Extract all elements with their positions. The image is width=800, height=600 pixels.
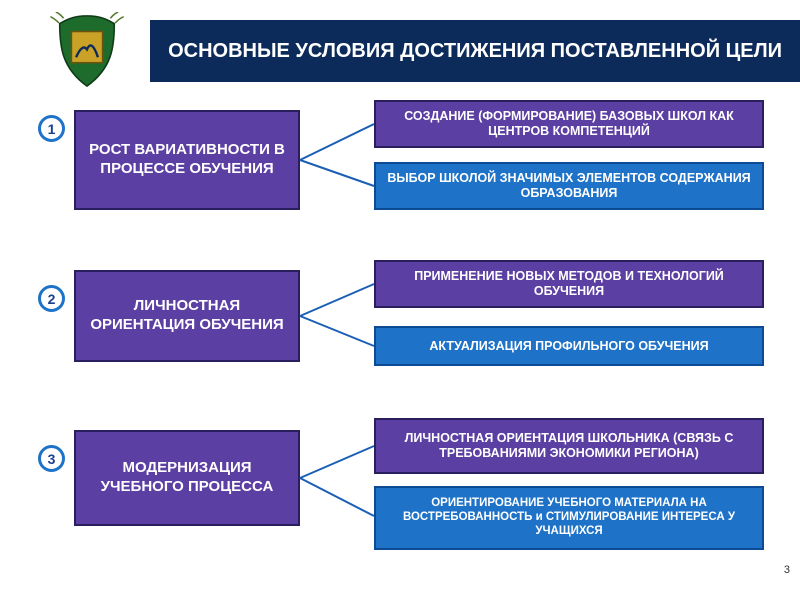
main-condition-box: МОДЕРНИЗАЦИЯ УЧЕБНОГО ПРОЦЕССА <box>74 430 300 526</box>
sub-box-b: ОРИЕНТИРОВАНИЕ УЧЕБНОГО МАТЕРИАЛА НА ВОС… <box>374 486 764 550</box>
sub-box-a: СОЗДАНИЕ (ФОРМИРОВАНИЕ) БАЗОВЫХ ШКОЛ КАК… <box>374 100 764 148</box>
page-number: 3 <box>784 564 790 576</box>
sub-box-a: ПРИМЕНЕНИЕ НОВЫХ МЕТОДОВ И ТЕХНОЛОГИЙ ОБ… <box>374 260 764 308</box>
row-number-badge: 1 <box>38 115 65 142</box>
page-title: ОСНОВНЫЕ УСЛОВИЯ ДОСТИЖЕНИЯ ПОСТАВЛЕННОЙ… <box>168 40 782 63</box>
connector-lines-icon <box>300 258 376 388</box>
row-number-badge: 3 <box>38 445 65 472</box>
region-emblem-icon <box>48 12 126 90</box>
sub-box-a: ЛИЧНОСТНАЯ ОРИЕНТАЦИЯ ШКОЛЬНИКА (СВЯЗЬ С… <box>374 418 764 474</box>
title-bar: ОСНОВНЫЕ УСЛОВИЯ ДОСТИЖЕНИЯ ПОСТАВЛЕННОЙ… <box>150 20 800 82</box>
main-condition-box: ЛИЧНОСТНАЯ ОРИЕНТАЦИЯ ОБУЧЕНИЯ <box>74 270 300 362</box>
connector-lines-icon <box>300 418 376 548</box>
main-condition-box: РОСТ ВАРИАТИВНОСТИ В ПРОЦЕССЕ ОБУЧЕНИЯ <box>74 110 300 210</box>
sub-box-b: ВЫБОР ШКОЛОЙ ЗНАЧИМЫХ ЭЛЕМЕНТОВ СОДЕРЖАН… <box>374 162 764 210</box>
sub-box-b: АКТУАЛИЗАЦИЯ ПРОФИЛЬНОГО ОБУЧЕНИЯ <box>374 326 764 366</box>
row-number-badge: 2 <box>38 285 65 312</box>
connector-lines-icon <box>300 98 376 228</box>
